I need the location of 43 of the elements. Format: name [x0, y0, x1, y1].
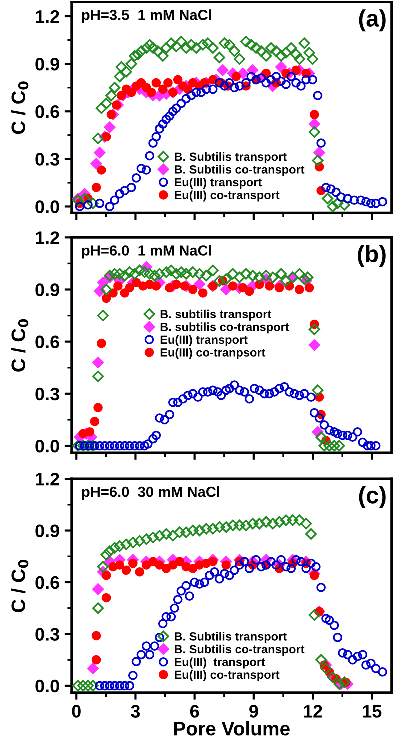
- annotation: pH=3.5 1 mM NaCl: [82, 10, 212, 24]
- x-axis-title: Pore Volume: [174, 721, 290, 736]
- y-tick-label: 0.9: [36, 58, 60, 71]
- y-tick-label: 0.0: [36, 680, 60, 693]
- legend-label: Eu(III) transport: [160, 335, 248, 346]
- y-tick-label: 1.2: [36, 472, 60, 486]
- y-tick-label: 1.2: [36, 232, 60, 244]
- legend-label: Eu(III) co-tranpsort: [160, 348, 266, 360]
- x-tick-label: 0: [72, 705, 81, 718]
- y-axis-title: C / C$_{0}$: [11, 560, 29, 612]
- y-tick-label: 0.9: [36, 524, 60, 538]
- legend-label: Eu(III) co-transport: [175, 190, 280, 202]
- annotation: pH=6.0 1 mM NaCl: [82, 245, 212, 259]
- legend-label: B. Subtilis transport: [175, 152, 287, 164]
- legend-label: Eu(III) transport: [175, 658, 266, 669]
- x-tick-label: 15: [363, 705, 382, 718]
- legend-label: B. subtilis transport: [160, 310, 272, 321]
- y-axis-title: C / C$_{0}$: [11, 319, 29, 372]
- y-tick-label: 0.3: [36, 388, 60, 401]
- annotation: pH=6.0 30 mM NaCl: [82, 486, 220, 500]
- legend-label: Eu(III) co-transport: [175, 670, 280, 682]
- y-tick-label: 0.3: [36, 628, 60, 641]
- y-tick-label: 0.0: [36, 440, 60, 453]
- legend-label: B. Subtilis co-transport: [175, 644, 305, 656]
- legend-label: B. subtilis co-transport: [160, 322, 290, 334]
- legend-label: Eu(III) transport: [175, 178, 262, 189]
- legend-label: B. Subtilis co-transport: [175, 165, 305, 176]
- x-tick-label: 6: [190, 705, 200, 718]
- x-tick-label: 3: [131, 705, 140, 718]
- x-tick-label: 12: [304, 705, 322, 718]
- x-tick-label: 9: [250, 705, 258, 718]
- y-axis-title: C / C$_{0}$: [11, 82, 29, 134]
- y-tick-label: 0.0: [36, 200, 60, 214]
- annotation: (c): [359, 486, 386, 509]
- y-tick-label: 0.6: [36, 106, 60, 118]
- legend-label: B. Subtilis transport: [175, 632, 287, 644]
- y-tick-label: 1.2: [36, 10, 60, 24]
- annotation: (a): [359, 10, 386, 32]
- y-tick-label: 0.9: [36, 284, 60, 296]
- annotation: (b): [358, 245, 386, 268]
- y-tick-label: 0.3: [36, 153, 60, 166]
- y-tick-label: 0.6: [36, 576, 60, 590]
- y-tick-label: 0.6: [36, 336, 60, 349]
